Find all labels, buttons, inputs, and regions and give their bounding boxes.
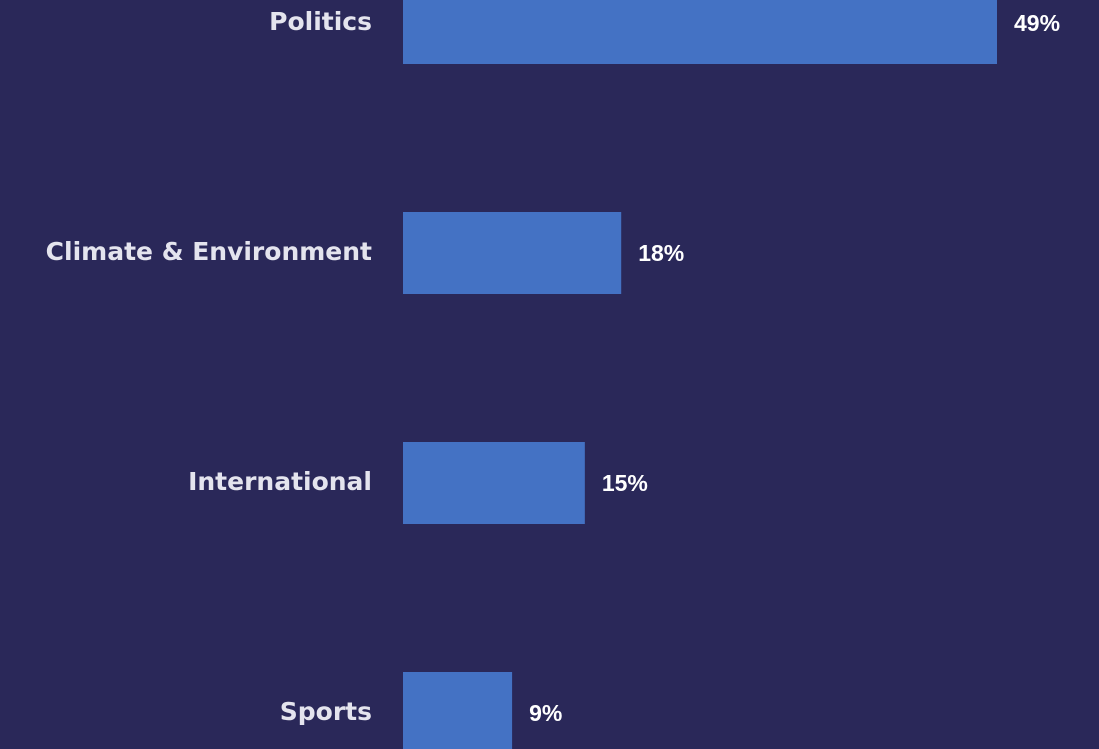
value-label: 49%: [1014, 10, 1060, 36]
category-label: Climate & Environment: [46, 237, 372, 266]
value-label: 9%: [529, 700, 562, 726]
bar: [403, 0, 997, 64]
bar: [403, 212, 622, 294]
category-label: International: [188, 467, 372, 496]
value-label: 15%: [602, 470, 648, 496]
bar: [403, 672, 513, 749]
value-label: 18%: [638, 240, 684, 266]
category-label: Politics: [269, 7, 372, 36]
category-label: Sports: [280, 697, 372, 726]
bar: [403, 442, 585, 524]
